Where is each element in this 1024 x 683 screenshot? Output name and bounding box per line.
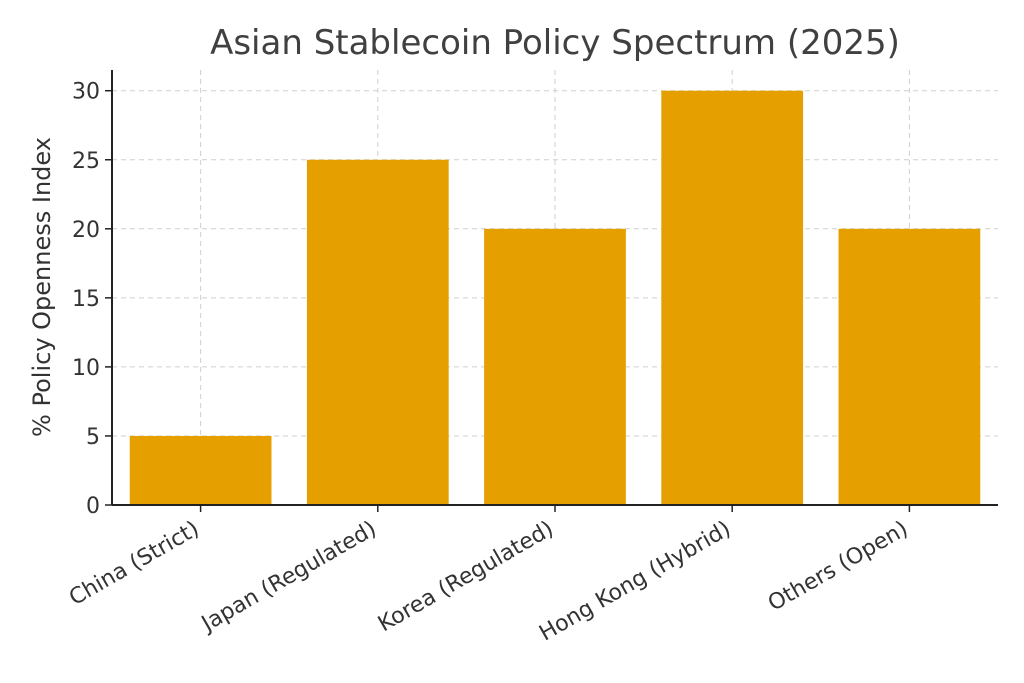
y-tick-label: 25 <box>72 149 100 174</box>
y-tick-label: 20 <box>72 218 100 243</box>
x-ticks-layer: China (Strict)Japan (Regulated)Korea (Re… <box>65 505 912 646</box>
x-tick-label: Korea (Regulated) <box>374 517 558 638</box>
x-tick-label: China (Strict) <box>65 517 203 611</box>
chart-title: Asian Stablecoin Policy Spectrum (2025) <box>210 23 900 63</box>
x-tick-label: Others (Open) <box>764 517 912 617</box>
bars-layer <box>129 90 981 506</box>
bar <box>484 228 626 506</box>
bar <box>838 228 981 506</box>
y-tick-label: 0 <box>86 494 100 519</box>
y-tick-label: 5 <box>86 425 100 450</box>
x-tick-label: Hong Kong (Hybrid) <box>535 517 735 647</box>
bar <box>661 90 804 505</box>
y-ticks-layer: 0 5 10 15 20 25 30 <box>72 80 112 519</box>
y-tick-label: 15 <box>72 287 100 312</box>
bar <box>129 435 272 505</box>
y-axis-label: % Policy Openness Index <box>28 137 56 437</box>
y-tick-label: 10 <box>72 356 100 381</box>
bar <box>306 159 449 505</box>
y-tick-label: 30 <box>72 80 100 105</box>
x-tick-label: Japan (Regulated) <box>196 517 381 638</box>
